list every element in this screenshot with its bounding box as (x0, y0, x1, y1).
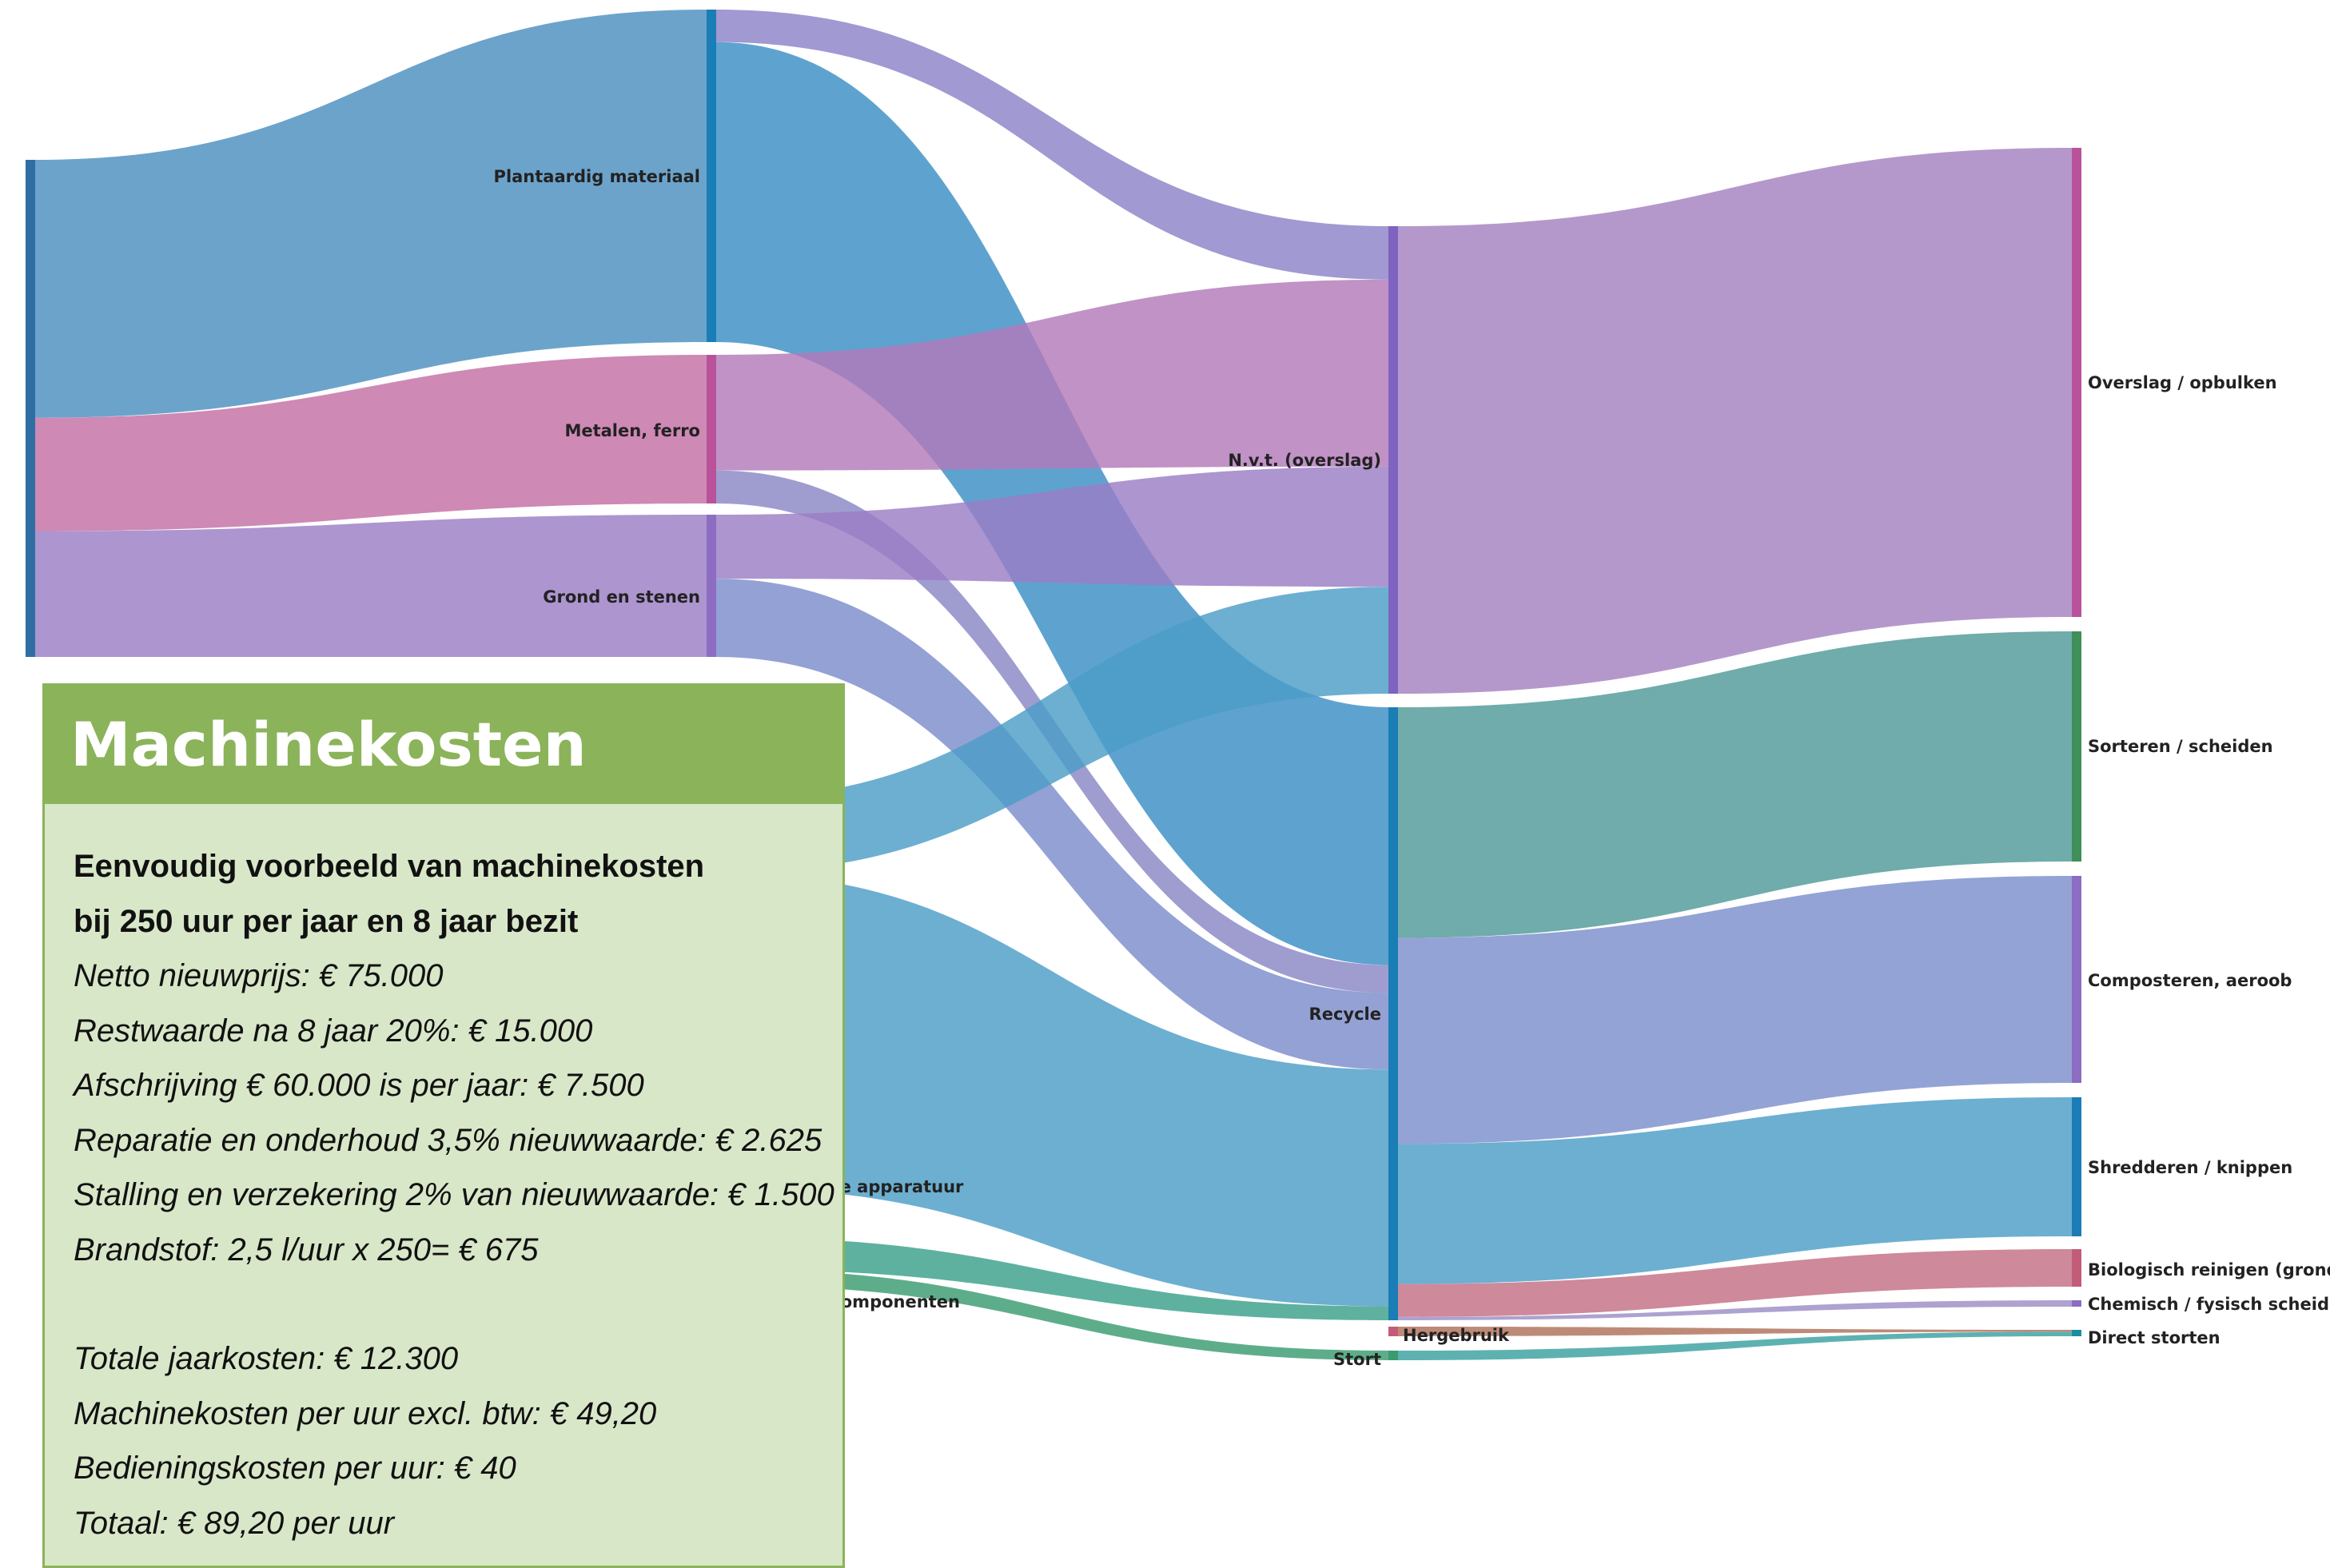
sankey-node-src (26, 160, 35, 657)
cost-total: Totaal: € 89,20 per uur (74, 1505, 395, 1541)
sankey-link-stort-direct (1398, 1331, 2072, 1360)
sankey-label-overslag: Overslag / opbulken (2088, 373, 2277, 392)
sankey-link-metal-nvt (716, 279, 1388, 471)
sankey-link-grond-nvt (716, 466, 1388, 587)
sankey-link-comp-recycle (716, 1237, 1388, 1320)
sankey-node-plant (707, 10, 716, 342)
sankey-node-metal (707, 355, 716, 503)
sankey-label-direct: Direct storten (2088, 1328, 2220, 1347)
sankey-link-plant-nvt (716, 10, 1388, 280)
sankey-link-elec-nvt (716, 587, 1388, 874)
cost-total: Bedieningskosten per uur: € 40 (74, 1451, 516, 1486)
sankey-label-biologisch: Biologisch reinigen (grond) (2088, 1260, 2330, 1279)
sankey-link-recycle-composteren (1398, 876, 2072, 1144)
sankey-label-composteren: Composteren, aeroob (2088, 971, 2292, 990)
sankey-node-sorteren (2072, 631, 2081, 862)
cost-subtitle: Eenvoudig voorbeeld van machinekosten (74, 849, 705, 884)
cost-item: Afschrijving € 60.000 is per jaar: € 7.5… (74, 1068, 644, 1103)
sankey-label-grond: Grond en stenen (543, 587, 700, 607)
sankey-node-direct (2072, 1330, 2081, 1336)
cost-item: Reparatie en onderhoud 3,5% nieuwwaarde:… (74, 1122, 822, 1158)
cost-total: Machinekosten per uur excl. btw: € 49,20 (74, 1395, 657, 1431)
sankey-label-metal: Metalen, ferro (564, 421, 700, 440)
sankey-link-elec-recycle (716, 873, 1388, 1307)
sankey-link-src-grond (35, 515, 707, 657)
cost-spacer (74, 1277, 842, 1331)
sankey-link-src-plant (35, 10, 707, 418)
sankey-label-hergebruik: Hergebruik (1403, 1326, 1510, 1345)
cost-subtitle: bij 250 uur per jaar en 8 jaar bezit (74, 903, 579, 939)
sankey-link-comp-stort (716, 1269, 1388, 1360)
sankey-node-shredderen (2072, 1097, 2081, 1236)
sankey-label-recycle: Recycle (1309, 1005, 1381, 1024)
cost-total: Totale jaarkosten: € 12.300 (74, 1341, 459, 1376)
sankey-link-recycle-sorteren (1398, 631, 2072, 938)
sankey-node-stort (1388, 1351, 1398, 1360)
sankey-node-composteren (2072, 876, 2081, 1083)
cost-item: Restwaarde na 8 jaar 20%: € 15.000 (74, 1013, 593, 1049)
sankey-label-sorteren: Sorteren / scheiden (2088, 737, 2273, 756)
sankey-node-biologisch (2072, 1249, 2081, 1287)
sankey-link-hergebruik-direct (1398, 1327, 2072, 1336)
cost-item: Brandstof: 2,5 l/uur x 250= € 675 (74, 1232, 539, 1268)
cost-item: Netto nieuwprijs: € 75.000 (74, 958, 444, 993)
sankey-links (35, 10, 2072, 1360)
sankey-label-nvt: N.v.t. (overslag) (1228, 451, 1381, 470)
sankey-node-hergebruik (1388, 1327, 1398, 1336)
sankey-label-shredderen: Shredderen / knippen (2088, 1158, 2292, 1177)
sankey-label-plant: Plantaardig materiaal (494, 167, 700, 186)
sankey-node-grond (707, 515, 716, 657)
sankey-node-chemisch (2072, 1300, 2081, 1307)
sankey-link-nvt-overslag (1398, 148, 2072, 694)
machinekosten-panel: Machinekosten Eenvoudig voorbeeld van ma… (42, 683, 845, 1568)
sankey-link-src-metal (35, 355, 707, 531)
sankey-link-grond-recycle (716, 579, 1388, 1070)
cost-item: Stalling en verzekering 2% van nieuwwaar… (74, 1177, 834, 1212)
sankey-link-recycle-chemisch (1398, 1300, 2072, 1320)
sankey-label-stort: Stort (1333, 1350, 1381, 1369)
sankey-node-nvt (1388, 226, 1398, 694)
sankey-node-recycle (1388, 707, 1398, 1320)
sankey-label-chemisch: Chemisch / fysisch scheiden (2088, 1295, 2330, 1314)
sankey-link-recycle-biologisch (1398, 1249, 2072, 1317)
sankey-link-recycle-shredderen (1398, 1097, 2072, 1284)
sankey-node-overslag (2072, 148, 2081, 617)
machinekosten-body: Eenvoudig voorbeeld van machinekosten bi… (45, 804, 842, 1550)
machinekosten-title: Machinekosten (45, 686, 842, 804)
